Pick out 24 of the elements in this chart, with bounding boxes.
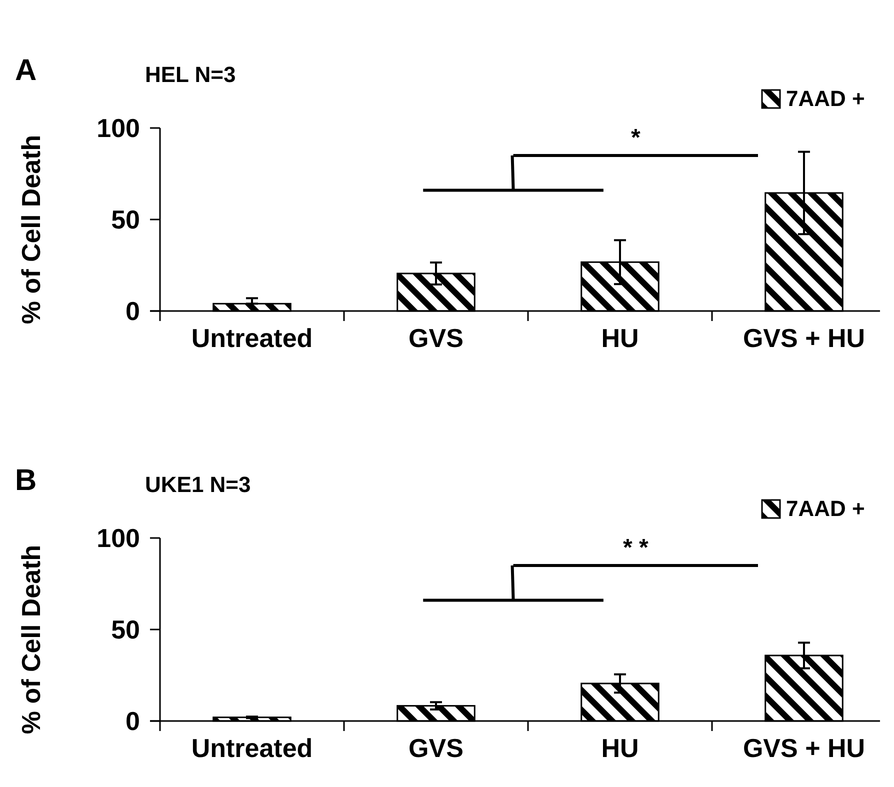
x-tick-label: HU (601, 733, 639, 763)
annotation: * * (622, 534, 649, 562)
y-tick-label: 50 (111, 614, 140, 645)
x-tick-label: HU (601, 323, 639, 353)
text: A (15, 54, 37, 87)
y-tick-label: 100 (96, 523, 140, 554)
y-axis-title: % of Cell Death (16, 544, 46, 734)
x-tick-label: GVS (408, 733, 464, 763)
x-tick-label: Untreated (191, 323, 313, 353)
y-tick-label: 100 (96, 113, 140, 144)
y-tick-label: 0 (126, 706, 140, 736)
chart-title: HEL N=3 (145, 62, 236, 87)
annotation: * (630, 124, 641, 152)
y-axis-title: % of Cell Death (16, 134, 46, 324)
chart-title: UKE1 N=3 (145, 472, 251, 497)
legend-label: 7AAD + (786, 86, 865, 111)
x-tick-label: GVS (408, 323, 464, 353)
x-tick-label: Untreated (191, 733, 313, 763)
legend-label: 7AAD + (786, 496, 865, 521)
text: B (15, 464, 37, 497)
x-tick-label: GVS + HU (742, 323, 866, 353)
x-tick-label: GVS + HU (742, 733, 866, 763)
y-tick-label: 0 (126, 296, 140, 326)
y-tick-label: 50 (111, 204, 140, 235)
